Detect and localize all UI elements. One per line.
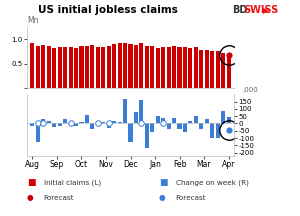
Text: ●: ●	[27, 193, 34, 202]
Bar	[85, 115, 89, 124]
Bar	[199, 50, 203, 88]
Bar	[156, 48, 160, 88]
Bar	[145, 124, 149, 148]
Bar	[226, 55, 231, 88]
Bar	[63, 119, 67, 124]
Bar	[178, 124, 182, 129]
Bar	[107, 124, 111, 128]
Text: Forecast: Forecast	[44, 195, 74, 201]
Bar	[205, 119, 209, 124]
Bar	[205, 50, 209, 88]
Point	[226, 128, 231, 132]
Bar	[188, 48, 193, 88]
Text: Mn: Mn	[27, 16, 38, 25]
Bar	[52, 124, 56, 127]
Bar	[47, 121, 51, 124]
Bar	[118, 122, 122, 124]
Bar	[68, 47, 73, 88]
Bar	[85, 46, 89, 88]
Bar	[80, 46, 83, 88]
Bar	[226, 117, 231, 124]
Text: ,000: ,000	[242, 87, 258, 93]
Bar	[167, 47, 171, 88]
Bar	[47, 46, 51, 88]
Bar	[101, 47, 105, 88]
Text: Change on week (R): Change on week (R)	[176, 179, 248, 186]
Bar	[210, 124, 214, 138]
Bar	[172, 46, 176, 88]
Bar	[150, 124, 154, 132]
Bar	[30, 124, 34, 126]
Bar	[172, 118, 176, 124]
Text: Forecast: Forecast	[176, 195, 206, 201]
Bar	[123, 99, 127, 124]
Bar	[134, 45, 138, 88]
Bar	[90, 124, 94, 129]
Bar	[156, 116, 160, 124]
Bar	[161, 47, 165, 88]
Bar	[221, 111, 225, 124]
Bar	[96, 47, 100, 88]
Bar	[161, 118, 165, 124]
Text: -: -	[26, 159, 28, 168]
Bar	[41, 45, 45, 88]
Bar	[150, 46, 154, 88]
Bar	[210, 51, 214, 88]
Text: Initial claims (L): Initial claims (L)	[44, 179, 100, 186]
Bar	[194, 47, 198, 88]
Bar	[128, 124, 133, 142]
Bar	[134, 112, 138, 124]
Bar	[58, 124, 62, 126]
Bar	[167, 124, 171, 129]
Bar	[36, 124, 40, 142]
Bar	[63, 47, 67, 88]
Bar	[194, 116, 198, 124]
Bar	[80, 122, 83, 124]
Point	[226, 53, 231, 57]
Bar	[52, 48, 56, 88]
Bar	[123, 43, 127, 88]
Bar	[30, 43, 34, 88]
Bar	[36, 46, 40, 88]
Bar	[90, 45, 94, 88]
Text: ▶: ▶	[263, 6, 269, 16]
Bar	[183, 47, 187, 88]
Text: US initial jobless claims: US initial jobless claims	[38, 5, 178, 15]
Bar	[112, 121, 116, 124]
Bar	[68, 124, 73, 126]
Bar	[128, 44, 133, 88]
Text: BD: BD	[232, 5, 248, 15]
Bar	[107, 46, 111, 88]
Bar	[183, 124, 187, 132]
Text: ■: ■	[27, 178, 35, 187]
Bar	[216, 51, 220, 88]
Bar	[41, 119, 45, 124]
Bar	[188, 121, 193, 124]
Bar	[216, 124, 220, 138]
Bar	[118, 43, 122, 88]
Text: SWISS: SWISS	[244, 5, 279, 15]
Bar	[178, 47, 182, 88]
Text: ●: ●	[159, 193, 166, 202]
Bar	[74, 124, 78, 126]
Bar	[199, 124, 203, 129]
Bar	[221, 53, 225, 88]
Bar	[145, 46, 149, 88]
Bar	[58, 47, 62, 88]
Bar	[101, 122, 105, 124]
Bar	[140, 43, 143, 88]
Bar	[140, 100, 143, 124]
Text: ■: ■	[159, 178, 167, 187]
Bar	[112, 44, 116, 88]
Bar	[74, 48, 78, 88]
